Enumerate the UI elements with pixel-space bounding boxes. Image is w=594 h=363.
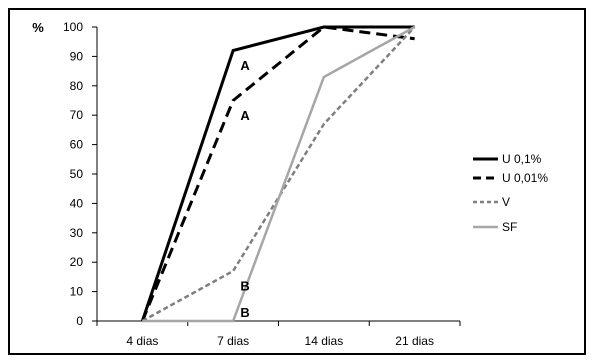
- x-tick-label: 14 dias: [305, 334, 344, 348]
- legend-label: U 0,01%: [502, 171, 548, 185]
- y-tick-label: 100: [63, 20, 83, 34]
- y-tick-label: 60: [70, 138, 84, 152]
- y-tick-label: 70: [70, 108, 84, 122]
- legend-label: V: [502, 195, 510, 209]
- y-tick-label: 30: [70, 226, 84, 240]
- y-tick-label: 50: [70, 167, 84, 181]
- y-tick-label: 20: [70, 255, 84, 269]
- annotation-label: B: [240, 305, 249, 320]
- y-tick-label: 0: [76, 314, 83, 328]
- annotation-label: B: [240, 279, 249, 294]
- y-tick-label: 80: [70, 79, 84, 93]
- legend-label: SF: [502, 220, 517, 234]
- y-tick-label: 40: [70, 196, 84, 210]
- y-axis-label: %: [32, 20, 44, 35]
- annotation-label: A: [240, 58, 250, 73]
- chart-area: [8, 8, 586, 355]
- y-tick-label: 90: [70, 49, 84, 63]
- series-line-2: [140, 25, 415, 322]
- series-line-4: [142, 25, 416, 323]
- y-tick-label: 10: [70, 285, 84, 299]
- series-line-3: [141, 26, 416, 323]
- x-tick-label: 4 dias: [126, 334, 158, 348]
- x-tick-label: 21 dias: [395, 334, 434, 348]
- x-tick-label: 7 dias: [217, 334, 249, 348]
- series-line-1: [140, 25, 415, 322]
- legend-label: U 0,1%: [502, 152, 542, 166]
- annotation-label: A: [240, 108, 250, 123]
